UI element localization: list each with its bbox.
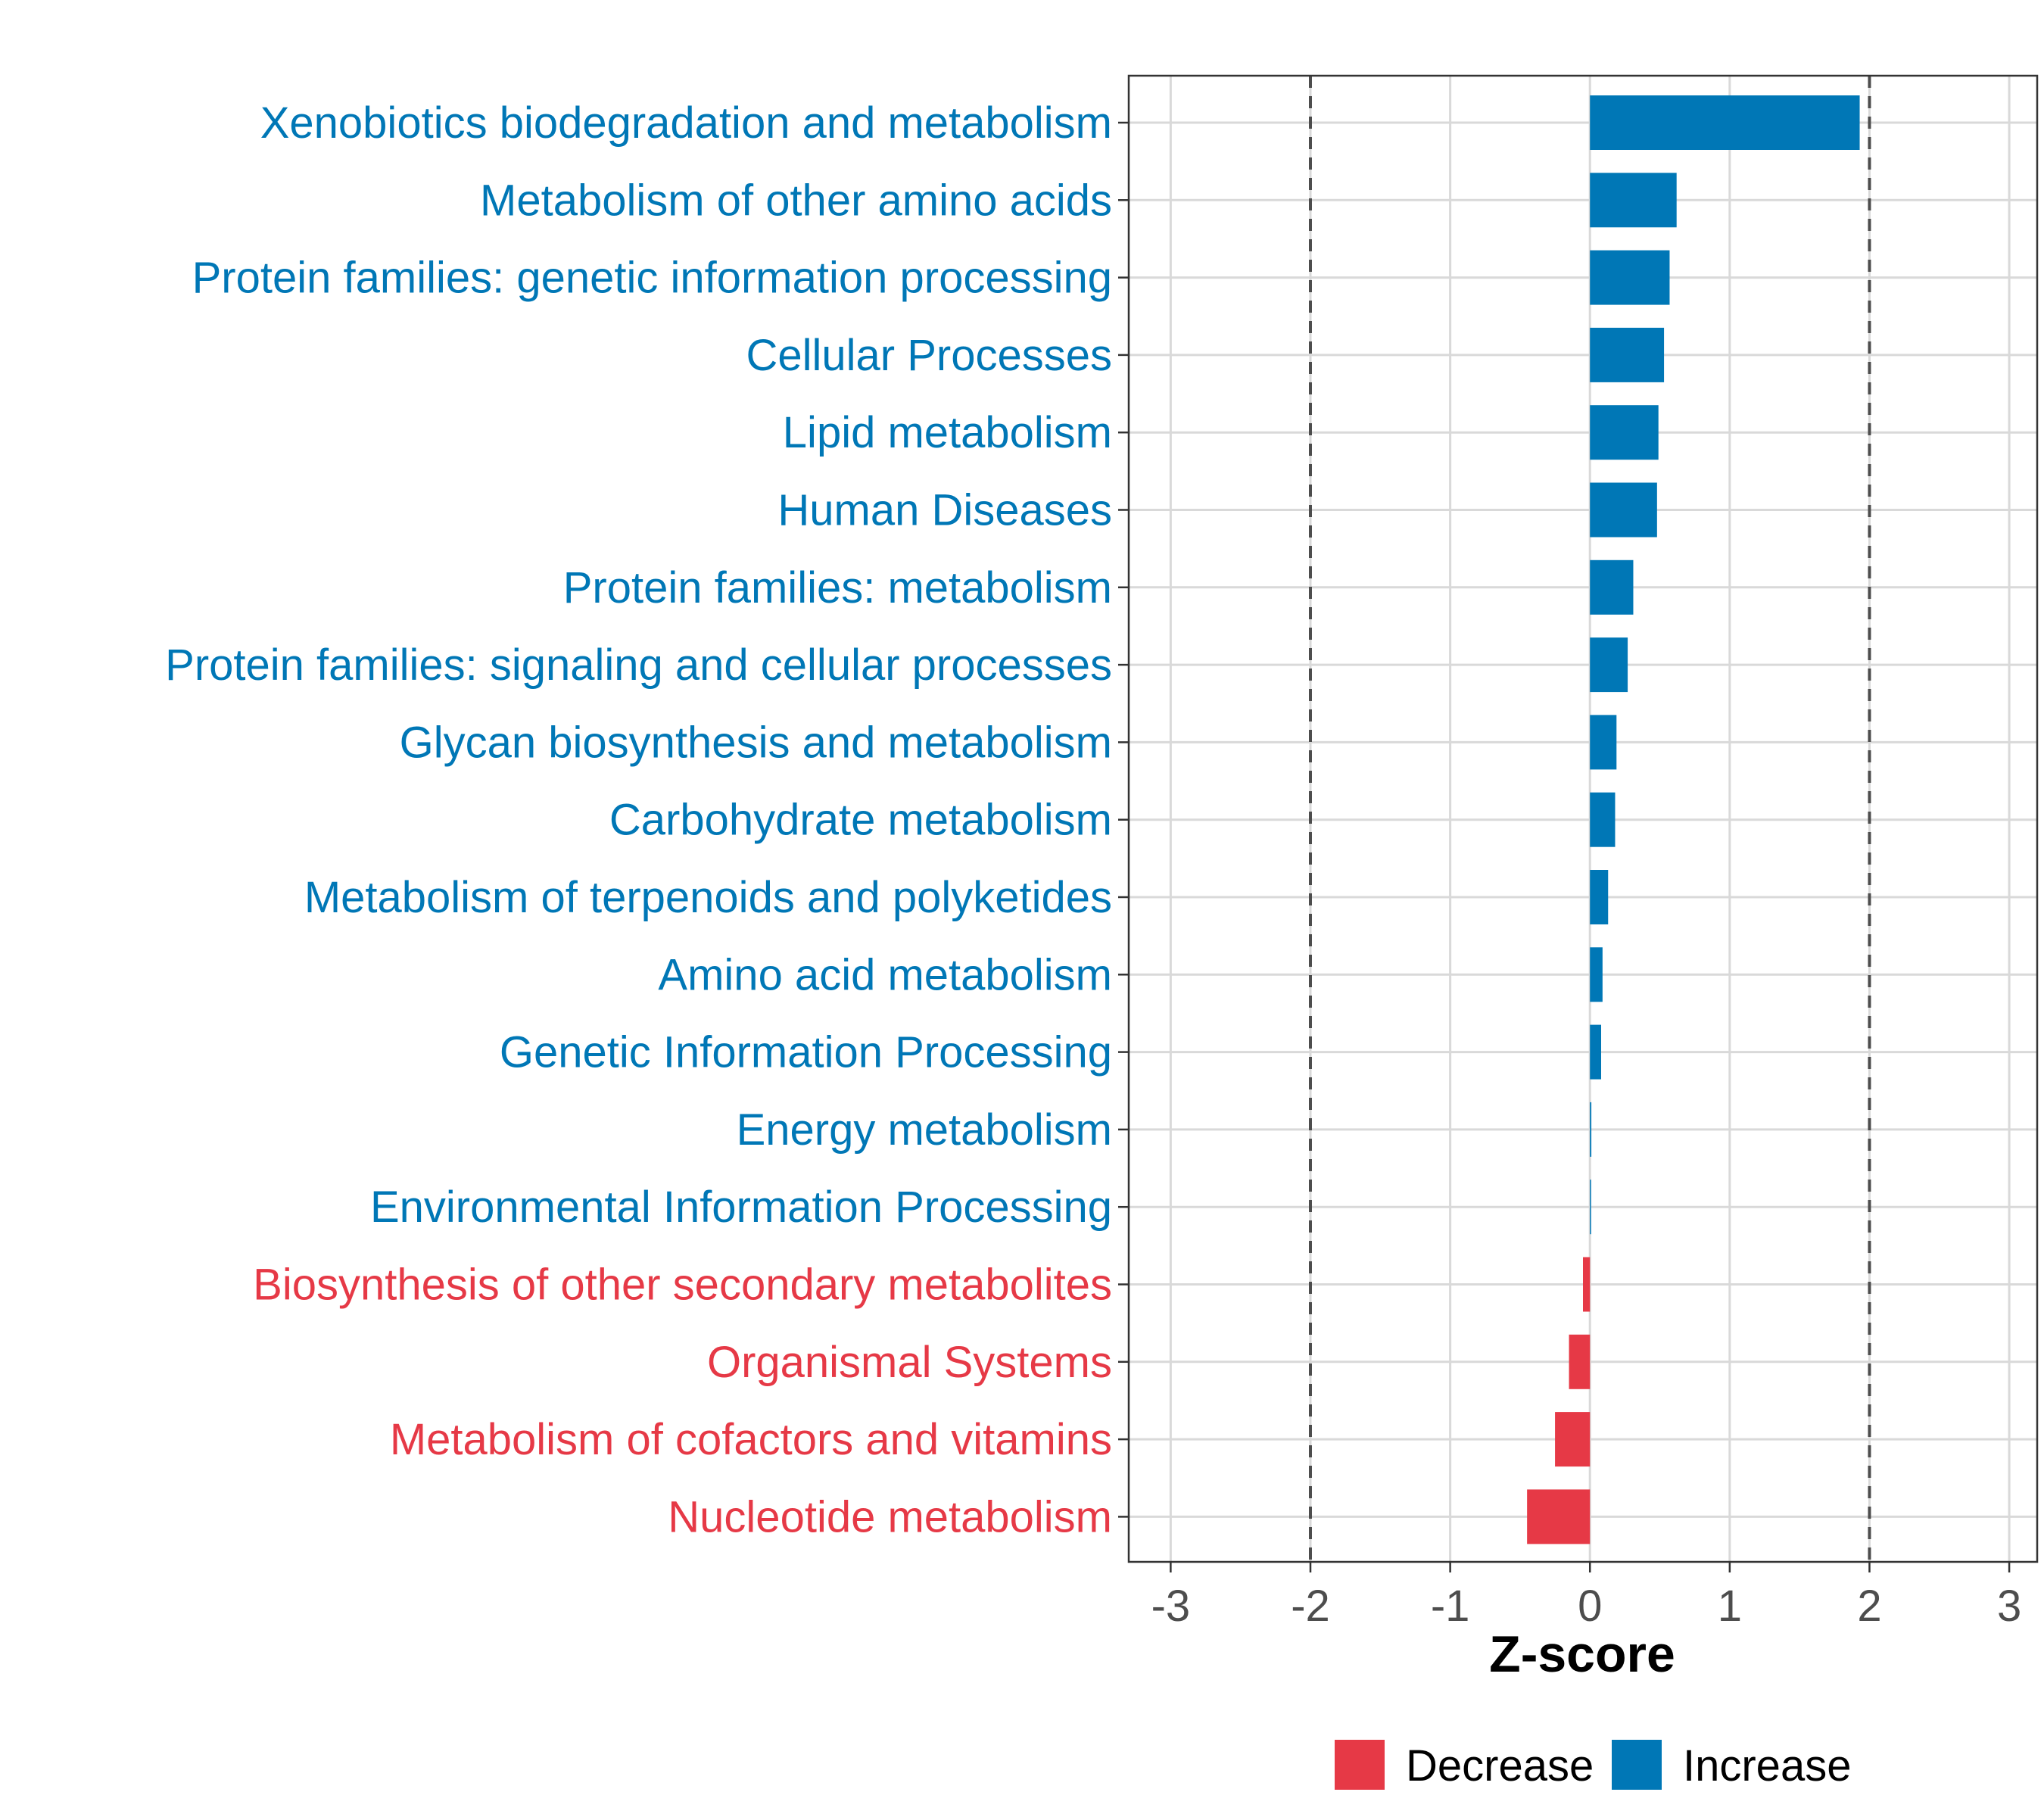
bar <box>1590 405 1659 460</box>
legend-label: Decrease <box>1406 1741 1594 1791</box>
bar <box>1590 250 1670 305</box>
category-label: Nucleotide metabolism <box>668 1492 1112 1541</box>
category-label: Biosynthesis of other secondary metaboli… <box>253 1261 1112 1310</box>
bar <box>1590 1024 1601 1080</box>
category-label: Protein families: genetic information pr… <box>192 254 1112 303</box>
bar <box>1527 1489 1591 1544</box>
x-tick-label: 0 <box>1578 1582 1602 1631</box>
bar <box>1590 637 1628 693</box>
category-label: Amino acid metabolism <box>658 950 1112 999</box>
bar <box>1590 947 1603 1002</box>
category-label: Energy metabolism <box>737 1105 1112 1155</box>
x-tick-label: -3 <box>1151 1582 1191 1631</box>
threshold-layer <box>1309 76 1871 1562</box>
bar <box>1590 559 1634 615</box>
bar <box>1590 715 1617 770</box>
bar <box>1569 1334 1591 1389</box>
bar-layer <box>1527 95 1860 1544</box>
x-tick-label: 1 <box>1718 1582 1742 1631</box>
x-tick-label: -1 <box>1431 1582 1470 1631</box>
x-tick-layer: -3 -2 -1 0 1 2 3 <box>1151 1562 2021 1631</box>
x-tick-label: -2 <box>1291 1582 1330 1631</box>
category-label: Human Diseases <box>777 486 1112 535</box>
x-axis-title: Z-score <box>1489 1625 1675 1683</box>
category-label: Organismal Systems <box>707 1338 1112 1387</box>
x-tick-label: 3 <box>1997 1582 2021 1631</box>
bar <box>1590 1102 1592 1157</box>
legend-label: Increase <box>1683 1741 1851 1791</box>
category-label: Protein families: metabolism <box>563 563 1112 612</box>
category-label: Metabolism of cofactors and vitamins <box>390 1415 1112 1464</box>
category-label: Metabolism of other amino acids <box>480 176 1112 225</box>
bar <box>1590 482 1657 538</box>
bar <box>1590 870 1609 924</box>
category-label: Carbohydrate metabolism <box>609 796 1112 845</box>
bar <box>1590 95 1860 150</box>
legend: Decrease Increase <box>1335 1740 1851 1791</box>
category-label: Glycan biosynthesis and metabolism <box>400 718 1112 767</box>
category-label: Cellular Processes <box>746 331 1112 380</box>
bar <box>1583 1257 1591 1312</box>
category-label: Metabolism of terpenoids and polyketides <box>304 873 1112 922</box>
y-tick-layer: Xenobiotics biodegradation and metabolis… <box>165 98 1129 1541</box>
x-tick-label: 2 <box>1857 1582 1881 1631</box>
category-label: Environmental Information Processing <box>370 1183 1112 1232</box>
category-label: Xenobiotics biodegradation and metabolis… <box>260 98 1112 148</box>
category-label: Protein families: signaling and cellular… <box>165 640 1112 690</box>
grid-layer <box>1129 76 2037 1562</box>
bar <box>1590 173 1677 228</box>
legend-swatch <box>1612 1740 1662 1790</box>
bar <box>1590 1180 1591 1235</box>
category-label: Genetic Information Processing <box>500 1028 1112 1077</box>
bar <box>1555 1412 1591 1467</box>
bar <box>1590 327 1665 382</box>
bar <box>1590 792 1616 847</box>
category-label: Lipid metabolism <box>783 408 1112 457</box>
legend-swatch <box>1335 1740 1385 1790</box>
